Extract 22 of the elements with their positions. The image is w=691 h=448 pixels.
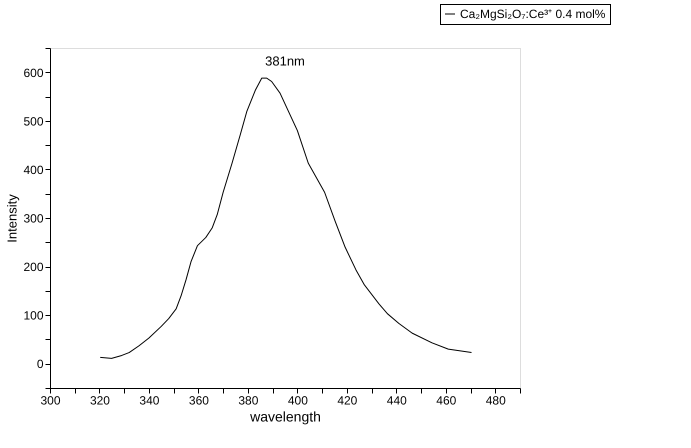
y-tick-label: 200 — [23, 260, 44, 274]
y-tick-label: 300 — [23, 212, 44, 226]
x-tick-label: 320 — [90, 394, 110, 408]
x-tick-label: 340 — [139, 394, 160, 408]
y-tick-label: 100 — [23, 308, 44, 323]
x-tick-label: 400 — [288, 394, 308, 408]
x-tick-label: 480 — [486, 394, 506, 408]
annotation: 381nm — [265, 54, 305, 69]
y-tick-label: 400 — [23, 162, 44, 177]
legend-label: Ca₂MgSi₂O₇:Ce³⁺ 0.4 mol% — [460, 7, 606, 21]
x-tick-label: 300 — [40, 394, 61, 408]
line-series — [100, 78, 472, 359]
y-tick-label: 0 — [36, 357, 44, 372]
x-tick-label: 460 — [436, 394, 457, 408]
x-tick-label: 420 — [337, 394, 358, 408]
x-tick-label: 360 — [188, 394, 210, 408]
y-axis-title: Intensity — [4, 194, 20, 243]
y-tick-label: 500 — [23, 114, 44, 128]
y-tick-label: 600 — [23, 66, 44, 80]
x-tick-label: 440 — [386, 394, 408, 408]
x-axis-title: wavelength — [249, 408, 321, 424]
x-tick-label: 380 — [238, 394, 259, 408]
